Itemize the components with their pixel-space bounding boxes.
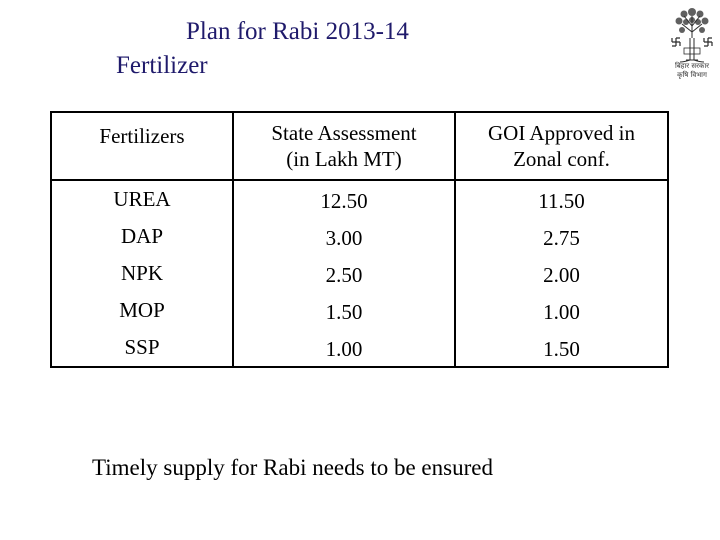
table-row: UREA 12.50 11.50 (51, 180, 668, 218)
state-assessment-value: 1.00 (233, 329, 456, 367)
icar-tree-emblem-icon (671, 8, 713, 63)
goi-approved-value: 11.50 (538, 189, 585, 213)
table-row: NPK 2.50 2.00 (51, 255, 668, 292)
fertilizer-name: SSP (51, 329, 234, 367)
table-row: MOP 1.50 1.00 (51, 292, 668, 329)
fertilizer-table: Fertilizers State Assessment (in Lakh MT… (50, 111, 669, 368)
fertilizer-name: DAP (51, 218, 234, 255)
header-fertilizers: Fertilizers (51, 112, 234, 181)
header-state-assessment: State Assessment (in Lakh MT) (233, 112, 456, 181)
logo-text-line1: बिहार सरकार (674, 62, 710, 70)
goi-approved-value: 1.00 (543, 300, 580, 324)
state-assessment-value: 1.50 (233, 292, 456, 329)
header-goi-approved: GOI Approved in Zonal conf. (455, 112, 668, 181)
state-assessment-value: 12.50 (233, 180, 456, 218)
header-state-assessment-line2: (in Lakh MT) (286, 147, 402, 171)
header-goi-line1: GOI Approved in (488, 121, 635, 145)
state-assessment-value: 3.00 (233, 218, 456, 255)
fertilizer-name: NPK (51, 255, 234, 292)
logo-text-line2: कृषि विभाग (677, 71, 707, 79)
goi-approved-value: 1.50 (543, 337, 580, 361)
slide-subtitle: Fertilizer (116, 52, 208, 79)
slide-title: Plan for Rabi 2013-14 (186, 18, 409, 45)
fertilizer-name: UREA (51, 180, 234, 218)
fertilizer-name: MOP (51, 292, 234, 329)
state-assessment-value: 2.50 (233, 255, 456, 292)
table-row: DAP 3.00 2.75 (51, 218, 668, 255)
table-row: SSP 1.00 1.50 (51, 329, 668, 367)
table-header-row: Fertilizers State Assessment (in Lakh MT… (51, 112, 668, 181)
header-goi-line2: Zonal conf. (513, 147, 610, 171)
header-state-assessment-line1: State Assessment (271, 121, 417, 145)
header-fertilizers-label: Fertilizers (99, 124, 185, 148)
footnote-text: Timely supply for Rabi needs to be ensur… (92, 455, 493, 480)
goi-approved-value: 2.75 (543, 226, 580, 250)
goi-approved-value: 2.00 (543, 263, 580, 287)
